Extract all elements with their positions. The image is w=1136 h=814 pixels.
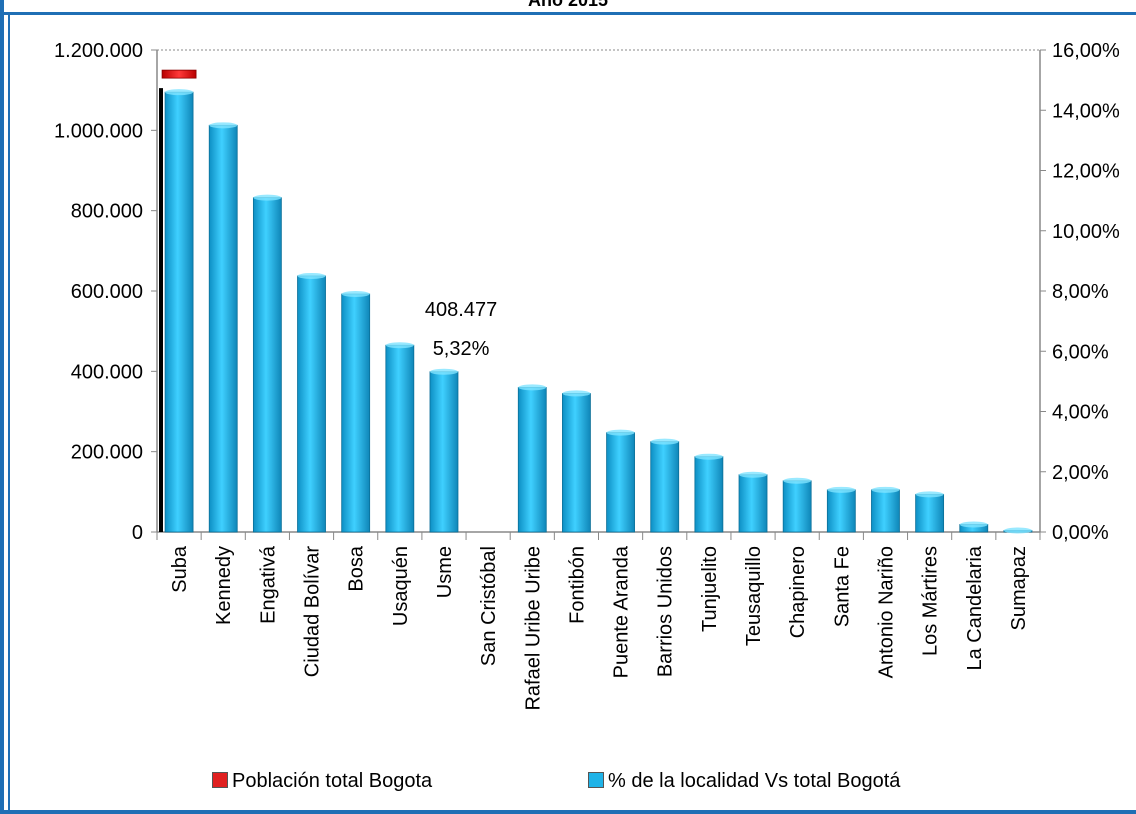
bar-percent xyxy=(385,344,415,533)
x-tick-label: Antonio Nariño xyxy=(875,546,897,678)
chart-title: Año 2015 xyxy=(527,0,609,10)
annotation-population-value: 408.477 xyxy=(425,299,497,321)
bar-percent-cap xyxy=(915,491,944,498)
bar-percent-cap xyxy=(871,486,900,493)
bar-percent-cap xyxy=(606,429,635,436)
legend-swatch-blue-icon xyxy=(588,772,604,788)
x-tick-label: Rafael Uribe Uribe xyxy=(522,546,544,711)
frame-border-bottom xyxy=(0,810,1136,814)
x-tick-label: Engativá xyxy=(257,545,279,624)
bar-percent-cap xyxy=(783,477,812,484)
y-left-tick-label: 800.000 xyxy=(71,201,143,223)
bar-percent xyxy=(782,480,812,533)
y-right-tick-label: 12,00% xyxy=(1052,161,1120,183)
bar-percent-cap xyxy=(297,272,326,279)
x-tick-label: Suba xyxy=(169,545,191,593)
y-right-tick-label: 10,00% xyxy=(1052,221,1120,243)
x-tick-label: Puente Aranda xyxy=(611,545,633,678)
bar-percent xyxy=(297,275,326,533)
legend-swatch-red-icon xyxy=(212,772,228,788)
bar-percent xyxy=(341,293,371,533)
legend-label-poblacion: Población total Bogota xyxy=(232,770,433,792)
bar-percent xyxy=(164,91,194,533)
bar-percent xyxy=(562,393,591,533)
x-tick-label: Tunjuelito xyxy=(699,546,721,632)
x-tick-label: Usme xyxy=(434,546,456,598)
x-tick-label: La Candelaria xyxy=(964,545,986,670)
x-tick-label: San Cristóbal xyxy=(478,546,500,666)
bar-percent xyxy=(606,432,635,533)
y-left-tick-label: 200.000 xyxy=(71,442,143,464)
y-left-tick-label: 1.000.000 xyxy=(54,120,143,142)
bar-percent-cap xyxy=(429,368,458,375)
bar-chart: 0 200.000 400.000 600.000 800.000 1.000.000 1.… xyxy=(54,40,1120,711)
y-right-tick-label: 14,00% xyxy=(1052,100,1120,122)
y-left-tick-label: 0 xyxy=(132,522,143,544)
bar-percent xyxy=(826,489,856,533)
bar-percent-cap xyxy=(385,342,414,349)
bar-percent-cap xyxy=(739,471,768,478)
y-right-tick-label: 8,00% xyxy=(1052,281,1109,303)
y-left-tick-label: 1.200.000 xyxy=(54,40,143,62)
bar-percent-cap xyxy=(253,194,282,201)
y-right-tick-label: 6,00% xyxy=(1052,341,1109,363)
x-tick-label: Ciudad Bolívar xyxy=(302,546,324,678)
x-tick-label: Sumapaz xyxy=(1008,546,1030,631)
legend-label-percent: % de la localidad Vs total Bogotá xyxy=(608,770,901,792)
x-tick-label: Barrios Unidos xyxy=(655,546,677,677)
bar-percent xyxy=(208,124,238,533)
x-tick-label: Kennedy xyxy=(213,546,235,625)
frame-border-left-inner xyxy=(8,14,10,814)
bar-percent-cap xyxy=(827,486,856,493)
bar-percent xyxy=(429,371,459,533)
bar-percent xyxy=(650,441,680,533)
bar-percent xyxy=(915,493,945,533)
bar-percent-cap xyxy=(165,89,194,96)
x-tick-label: Santa Fe xyxy=(831,546,853,627)
bar-percent-cap xyxy=(518,384,547,391)
legend-item-poblacion: Población total Bogota xyxy=(212,770,432,793)
y-right-tick-label: 2,00% xyxy=(1052,462,1109,484)
y-left-tick-label: 600.000 xyxy=(71,281,143,303)
bar-percent-cap xyxy=(209,122,238,129)
frame-border-left xyxy=(0,0,4,814)
bar-percent xyxy=(871,489,900,533)
bar-percent xyxy=(694,456,724,533)
y-right-tick-label: 16,00% xyxy=(1052,40,1120,62)
bar-population-stem xyxy=(159,88,163,532)
bar-percent-cap xyxy=(650,438,679,445)
x-tick-label: Los Mártires xyxy=(920,546,942,656)
bar-percent-cap xyxy=(694,453,723,460)
bar-percent-cap xyxy=(959,521,988,528)
bar-percent-cap xyxy=(562,390,591,397)
bar-percent-cap xyxy=(1003,527,1032,534)
bar-percent xyxy=(252,197,282,533)
frame-border-top xyxy=(0,12,1136,15)
legend-item-percent: % de la localidad Vs total Bogotá xyxy=(588,770,900,793)
bar-percent-cap xyxy=(341,291,370,298)
annotation-percent-value: 5,32% xyxy=(433,338,490,360)
y-right-tick-label: 4,00% xyxy=(1052,402,1109,424)
bar-population xyxy=(161,69,197,79)
bar-percent xyxy=(517,386,547,533)
y-left-tick-label: 400.000 xyxy=(71,361,143,383)
bar-percent xyxy=(738,474,768,533)
x-tick-label: Teusaquillo xyxy=(743,546,765,646)
y-right-tick-label: 0,00% xyxy=(1052,522,1109,544)
x-tick-label: Chapinero xyxy=(787,546,809,638)
x-tick-label: Bosa xyxy=(346,545,368,591)
x-tick-label: Usaquén xyxy=(390,546,412,626)
x-tick-label: Fontibón xyxy=(566,546,588,624)
